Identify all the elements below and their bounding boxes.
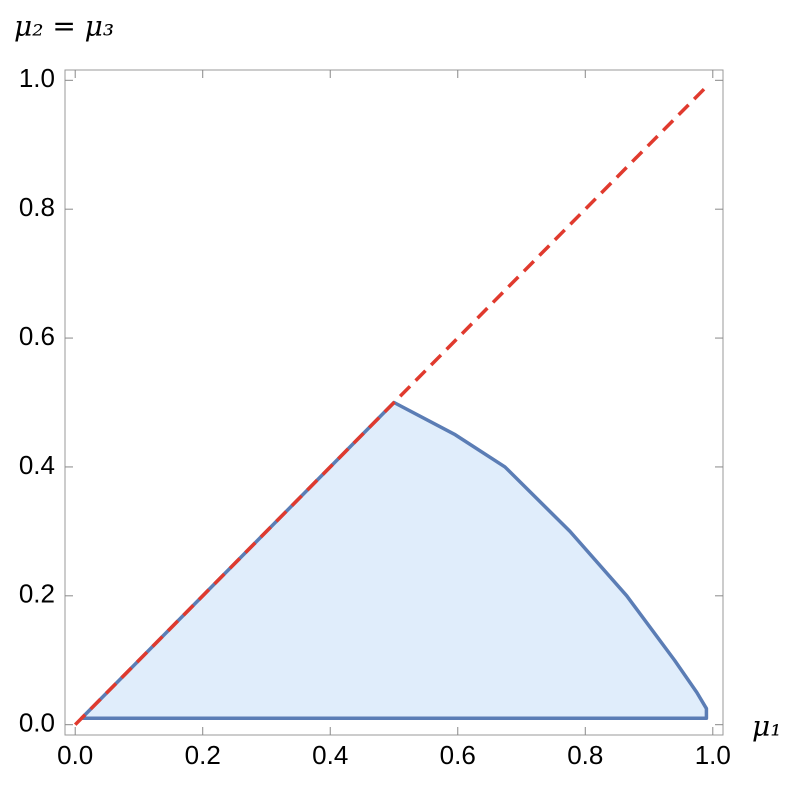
x-tick-label: 0.0 [57,740,93,770]
region-area [79,400,709,720]
y-tick-label: 1.0 [19,63,55,93]
x-tick-label: 0.4 [312,740,348,770]
y-tick-label: 0.6 [19,321,55,351]
y-tick-label: 0.4 [19,450,55,480]
x-tick-label: 0.2 [185,740,221,770]
plot-frame [64,69,724,736]
y-axis-label: μ₂ = μ₃ [14,10,114,43]
y-tick-label: 0.8 [19,192,55,222]
x-axis-label: μ₁ [752,710,781,743]
line [73,85,708,726]
x-tick-label: 0.8 [567,740,603,770]
y-tick-label: 0.2 [19,579,55,609]
x-tick-label: 0.6 [440,740,476,770]
x-tick-label: 1.0 [695,740,731,770]
y-tick-label: 0.0 [19,708,55,738]
